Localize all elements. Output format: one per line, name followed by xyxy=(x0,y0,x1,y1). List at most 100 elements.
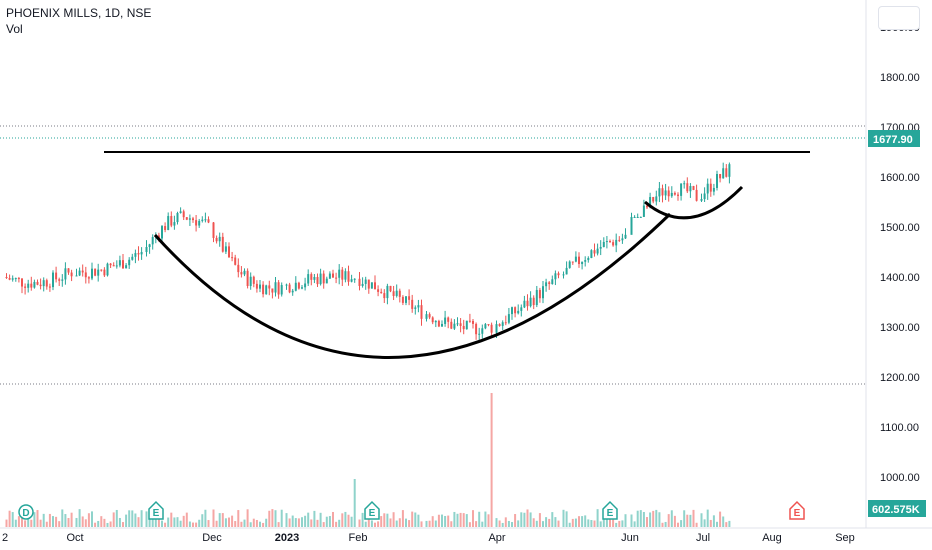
candle-body xyxy=(78,270,81,276)
event-marker-dividend[interactable]: D xyxy=(18,504,34,520)
volume-bar xyxy=(581,516,584,527)
drawings[interactable] xyxy=(104,151,810,359)
volume-bar xyxy=(313,510,316,527)
volume-bar xyxy=(447,515,450,527)
volume-bar xyxy=(55,516,58,527)
candle-body xyxy=(535,289,538,306)
time-axis-labels[interactable]: 2 Oct Dec 2023 Feb Apr Jun Jul Aug Sep xyxy=(2,532,855,544)
candle-body xyxy=(593,250,596,254)
candle-body xyxy=(411,299,414,309)
volume-bar xyxy=(344,511,347,527)
volume-bar xyxy=(624,514,627,527)
volume-bar xyxy=(8,510,11,527)
volume-bar xyxy=(228,517,230,527)
volume-bar xyxy=(297,518,300,527)
candle-body xyxy=(145,247,148,253)
candle-body xyxy=(52,272,54,288)
event-marker-label: E xyxy=(153,508,160,519)
candle-body xyxy=(45,280,48,287)
volume-bar xyxy=(725,522,728,527)
event-marker-earnings[interactable]: E xyxy=(364,500,380,520)
volume-bar xyxy=(134,513,137,527)
candle-body xyxy=(164,226,167,230)
volume-bar xyxy=(683,510,686,527)
volume-bar xyxy=(64,514,67,527)
volume-bar xyxy=(437,514,440,527)
candle-body xyxy=(618,239,621,241)
candle-body xyxy=(115,265,118,267)
volume-bar xyxy=(192,522,194,527)
volume-bar xyxy=(535,520,538,527)
candle-body xyxy=(134,253,137,257)
candle-body xyxy=(148,244,151,248)
volume-bar xyxy=(578,516,580,527)
candle-body xyxy=(42,280,45,287)
cup-curve[interactable] xyxy=(153,212,672,359)
volume-bar xyxy=(148,515,151,527)
event-marker-label: E xyxy=(794,508,801,519)
candle-body xyxy=(670,192,673,197)
candle-body xyxy=(8,278,11,280)
volume-bar xyxy=(444,515,447,527)
event-marker-label: D xyxy=(22,508,29,519)
candle-body xyxy=(125,265,128,269)
volume-bar xyxy=(414,512,417,527)
candle-body xyxy=(122,260,124,269)
volume-bar xyxy=(728,520,731,527)
candle-body xyxy=(170,216,173,226)
volume-bar xyxy=(692,509,695,527)
candle-body xyxy=(198,220,201,226)
candle-body xyxy=(646,205,648,208)
volume-bar xyxy=(478,511,481,527)
candle-body xyxy=(517,310,520,314)
candle-body xyxy=(374,282,376,290)
chart-control-button[interactable] xyxy=(878,6,920,30)
volume-bar xyxy=(661,522,664,527)
handle-curve[interactable] xyxy=(644,185,744,220)
volume-label: Vol xyxy=(6,22,23,36)
candle-body xyxy=(364,279,367,284)
candle-body xyxy=(231,257,234,259)
event-marker-earnings[interactable]: E xyxy=(148,500,164,520)
volume-bar xyxy=(185,512,188,527)
candle-body xyxy=(511,307,513,315)
volume-bar xyxy=(465,514,468,527)
candle-body xyxy=(703,193,706,200)
candle-body xyxy=(481,328,484,334)
candle-body xyxy=(39,284,42,287)
candle-body xyxy=(335,277,338,279)
volume-bar xyxy=(277,522,280,527)
last-price-text: 1677.90 xyxy=(873,134,913,146)
volume-bar xyxy=(612,518,615,527)
volume-bar xyxy=(78,509,81,527)
candle-body xyxy=(58,279,61,281)
price-axis-labels[interactable]: 1900.001800.001700.001600.001500.001400.… xyxy=(880,22,920,484)
candle-body xyxy=(84,272,87,278)
candle-body xyxy=(655,196,658,202)
volume-bar xyxy=(231,515,234,527)
volume-bar xyxy=(703,519,706,527)
time-tick: Jul xyxy=(696,532,710,544)
volume-bar xyxy=(680,520,683,527)
candle-body xyxy=(61,279,64,281)
volume-bar xyxy=(237,510,240,527)
candle-body xyxy=(532,297,535,306)
candle-body xyxy=(630,217,633,235)
candle-body xyxy=(414,307,417,309)
volume-bar xyxy=(495,518,498,527)
candle-body xyxy=(504,322,507,324)
candle-body xyxy=(498,324,501,326)
volume-bar xyxy=(431,516,434,527)
volume-bar xyxy=(204,509,207,527)
candle-body xyxy=(475,323,478,335)
price-tick: 1400.00 xyxy=(880,272,920,284)
candle-body xyxy=(358,278,361,286)
candle-body xyxy=(501,322,504,326)
event-marker-earnings[interactable]: E xyxy=(602,500,618,520)
event-marker-earnings-upcoming[interactable]: E xyxy=(789,500,805,520)
candle-body xyxy=(621,238,624,241)
volume-bar xyxy=(389,518,392,527)
candle-body xyxy=(173,222,176,226)
